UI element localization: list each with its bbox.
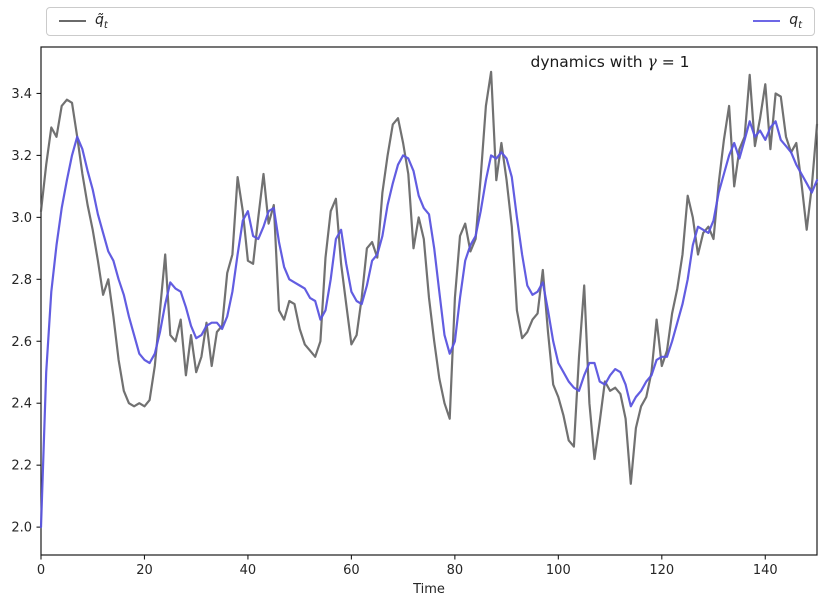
x-tick-label: 60	[343, 563, 360, 578]
legend-entry-q: qt	[753, 13, 802, 31]
legend-entry-qtilde: q̃t	[59, 13, 108, 31]
y-tick-label: 3.2	[11, 149, 32, 164]
legend-label-qtilde: q̃t	[95, 11, 108, 31]
axes-frame	[40, 46, 818, 556]
x-tick-label: 80	[447, 563, 464, 578]
x-axis-label: Time	[413, 582, 445, 597]
x-tick-label: 40	[240, 563, 257, 578]
annotation-title: dynamics with γ = 1	[530, 53, 690, 71]
y-tick-label: 3.0	[11, 211, 32, 226]
y-tick-label: 2.0	[11, 521, 32, 536]
series-line-qtilde	[39, 70, 819, 485]
y-tick-label: 2.6	[11, 335, 32, 350]
legend: q̃t qt	[46, 7, 815, 36]
series-line-q	[39, 120, 819, 529]
y-tick-label: 3.4	[11, 87, 32, 102]
legend-label-q: qt	[789, 11, 802, 31]
gray-line-swatch-icon	[59, 20, 86, 23]
x-tick-label: 100	[546, 563, 571, 578]
y-tick-label: 2.2	[11, 459, 32, 474]
x-tick-label: 0	[37, 563, 45, 578]
blue-line-swatch-icon	[753, 20, 781, 23]
x-tick-label: 140	[753, 563, 778, 578]
y-tick-label: 2.4	[11, 397, 32, 412]
x-tick-label: 20	[136, 563, 153, 578]
x-tick-label: 120	[649, 563, 674, 578]
y-tick-label: 2.8	[11, 273, 32, 288]
